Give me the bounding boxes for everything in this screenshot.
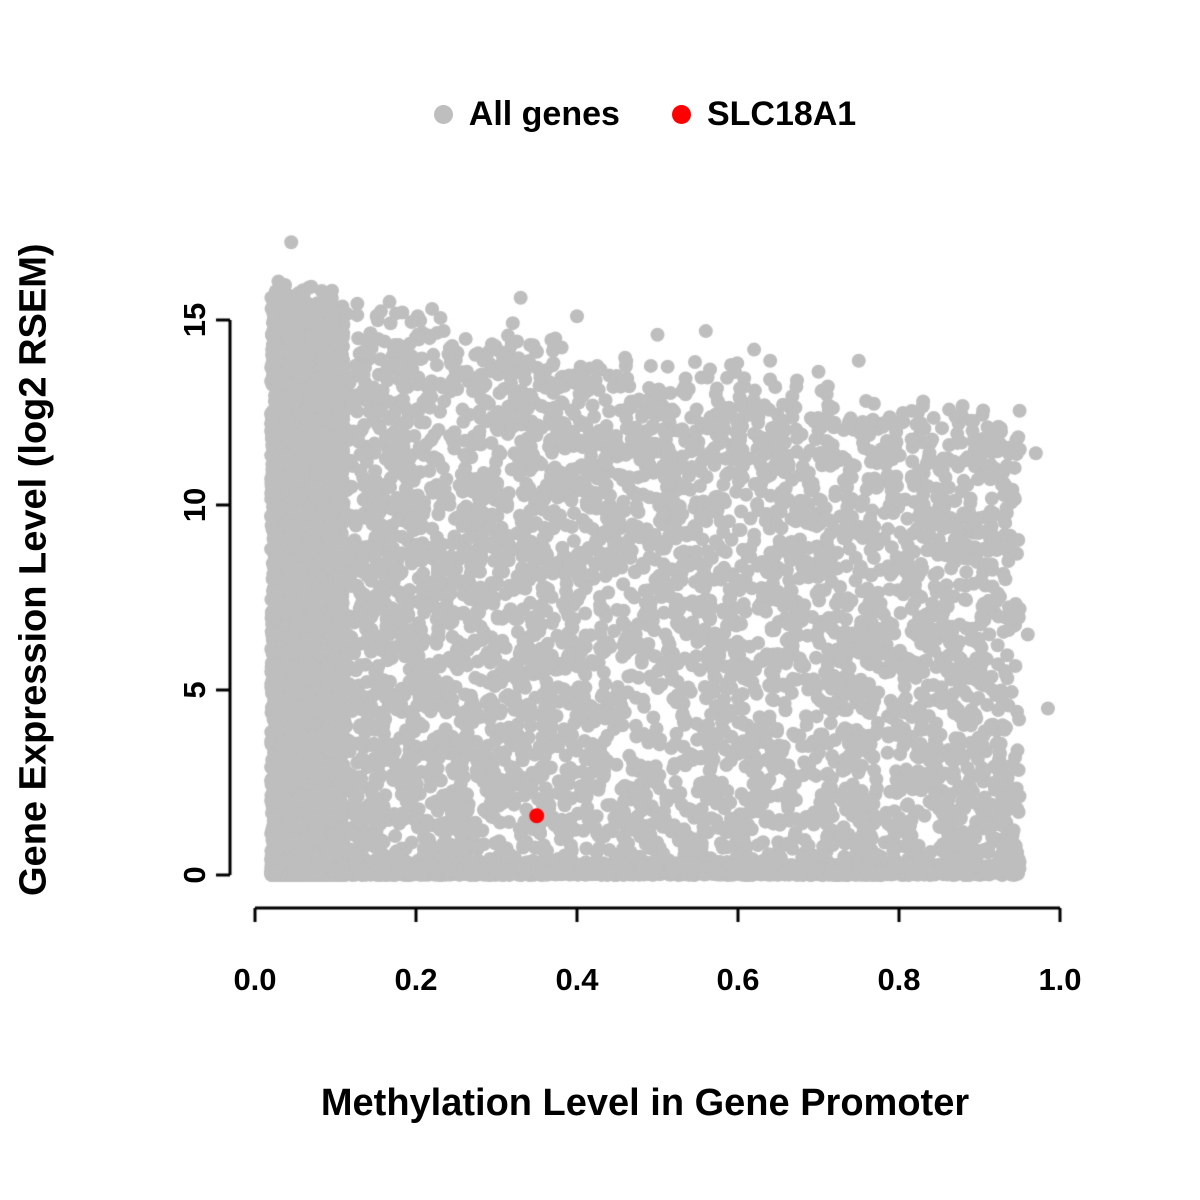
x-axis-title: Methylation Level in Gene Promoter bbox=[320, 1082, 970, 1124]
